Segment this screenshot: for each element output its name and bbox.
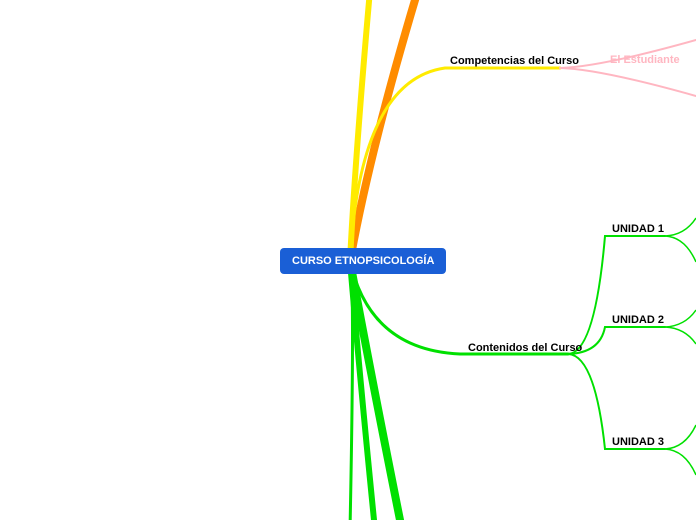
node-unidad3[interactable]: UNIDAD 3 — [612, 436, 664, 448]
branch-u2-tail-b — [665, 327, 696, 344]
branch-u1-tail-a — [665, 218, 696, 236]
branch-u1-tail-b — [665, 236, 696, 262]
branch-green-unidad3 — [568, 354, 665, 449]
branch-green-unidad2 — [568, 327, 665, 354]
branch-yellow-competencias — [350, 68, 560, 261]
node-competencias[interactable]: Competencias del Curso — [450, 55, 579, 67]
node-unidad1[interactable]: UNIDAD 1 — [612, 223, 664, 235]
branch-pink-estudiante-bot — [560, 68, 696, 96]
branch-green-main — [350, 261, 402, 520]
node-estudiante[interactable]: El Estudiante — [610, 54, 680, 66]
node-contenidos[interactable]: Contenidos del Curso — [468, 342, 582, 354]
branch-u3-tail-b — [665, 449, 696, 475]
branch-u2-tail-a — [665, 310, 696, 327]
center-node[interactable]: CURSO ETNOPSICOLOGÍA — [280, 248, 446, 274]
mindmap-canvas: CURSO ETNOPSICOLOGÍA Competencias del Cu… — [0, 0, 696, 520]
branch-u3-tail-a — [665, 425, 696, 449]
node-unidad2[interactable]: UNIDAD 2 — [612, 314, 664, 326]
branch-green-unidad1 — [568, 236, 665, 354]
branch-green-contenidos — [350, 261, 568, 354]
